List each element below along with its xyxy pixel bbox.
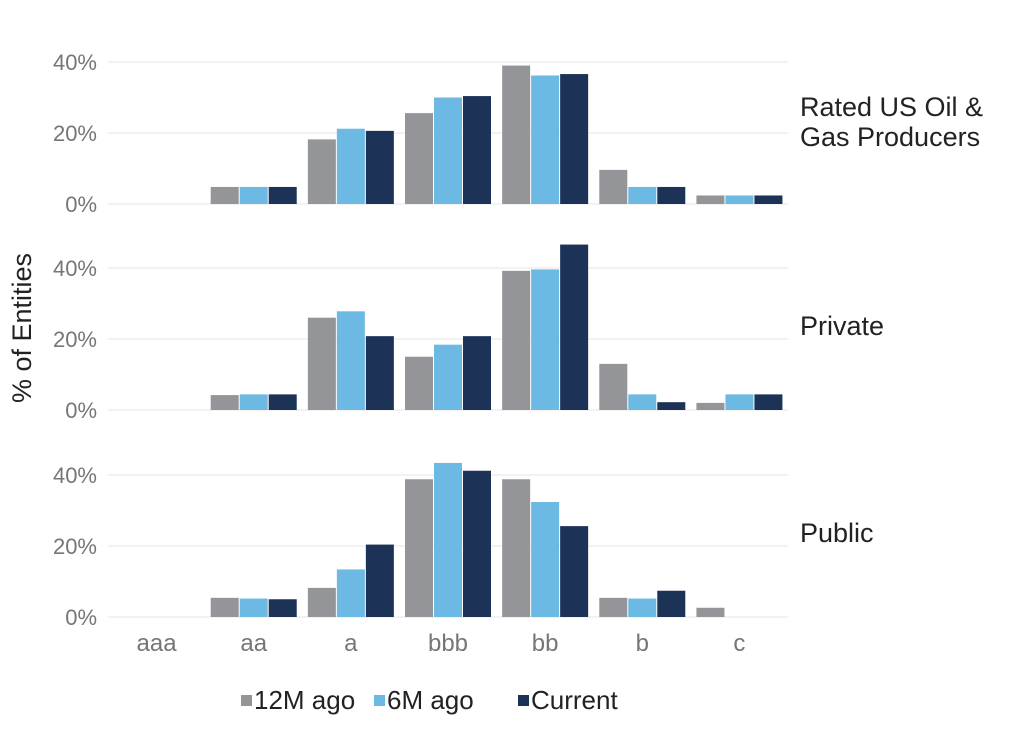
x-tick-label: bbb	[428, 630, 468, 657]
y-tick-label: 0%	[65, 605, 97, 630]
bar-bbb-current	[463, 470, 491, 617]
bar-bb-12m-ago	[502, 479, 531, 617]
x-tick-label: b	[636, 630, 649, 657]
panel-label: Private	[800, 311, 884, 341]
panel-label-line: Rated US Oil &	[800, 92, 983, 122]
bar-bb-12m-ago	[502, 65, 531, 204]
chart-panels: 0% 20% 40% Rated US Oil & Gas Producers 0% 20%…	[53, 50, 983, 630]
bar-aa-current	[268, 186, 297, 204]
bar-b-6m-ago	[628, 394, 657, 410]
y-tick-label: 0%	[65, 398, 97, 423]
bar-b-12m-ago	[599, 597, 628, 617]
legend-item: 12M ago	[241, 685, 355, 715]
bar-bb-6m-ago	[531, 269, 560, 410]
bar-bbb-12m-ago	[405, 479, 433, 617]
panel-2: 0% 20% 40% Public	[53, 462, 874, 630]
panel-label: Public	[800, 518, 874, 548]
x-tick-label: c	[733, 630, 745, 657]
bar-aa-12m-ago	[210, 395, 239, 410]
bar-c-6m-ago	[725, 394, 754, 410]
bar-bbb-6m-ago	[434, 344, 462, 410]
legend-label: Current	[531, 685, 618, 715]
x-tick-label: a	[344, 630, 358, 657]
y-tick-label: 40%	[53, 463, 97, 488]
y-tick-label: 0%	[65, 192, 97, 217]
legend-swatch	[374, 695, 385, 706]
bar-a-6m-ago	[336, 311, 365, 410]
legend-swatch	[518, 695, 529, 706]
bar-a-6m-ago	[336, 569, 365, 617]
bar-b-6m-ago	[628, 598, 657, 617]
bar-a-current	[365, 336, 394, 410]
bar-aa-12m-ago	[210, 186, 239, 204]
legend-label: 12M ago	[254, 685, 355, 715]
bar-bbb-12m-ago	[405, 113, 433, 204]
y-tick-label: 20%	[53, 327, 97, 352]
bar-c-12m-ago	[696, 607, 725, 617]
bar-c-12m-ago	[696, 195, 725, 204]
bar-a-12m-ago	[307, 317, 336, 410]
bar-bb-current	[560, 74, 589, 204]
bar-b-current	[657, 590, 686, 617]
bar-bbb-current	[463, 96, 491, 204]
panel-label: Rated US Oil & Gas Producers	[800, 92, 983, 152]
y-tick-label: 20%	[53, 121, 97, 146]
bar-aa-current	[268, 394, 297, 410]
y-tick-label: 40%	[53, 256, 97, 281]
bar-a-current	[365, 130, 394, 204]
x-tick-label: bb	[532, 630, 559, 657]
legend-item: Current	[518, 685, 618, 715]
bar-bb-current	[560, 526, 589, 617]
bar-c-current	[754, 394, 783, 410]
bar-bbb-6m-ago	[434, 97, 462, 204]
x-tick-label: aaa	[137, 630, 178, 657]
bar-aa-6m-ago	[239, 186, 268, 204]
bar-bbb-current	[463, 336, 491, 410]
bar-c-6m-ago	[725, 195, 754, 204]
panel-1: 0% 20% 40% Private	[53, 244, 884, 423]
panel-label-line: Public	[800, 518, 874, 548]
panel-label-line: Gas Producers	[800, 122, 980, 152]
bar-bb-6m-ago	[531, 75, 560, 205]
legend-label: 6M ago	[387, 685, 474, 715]
bar-b-6m-ago	[628, 186, 657, 204]
bar-bbb-6m-ago	[434, 462, 462, 617]
bar-aa-6m-ago	[239, 598, 268, 617]
y-axis-label: % of Entities	[7, 253, 37, 403]
bar-a-6m-ago	[336, 128, 365, 204]
x-tick-label: aa	[240, 630, 267, 657]
bar-b-current	[657, 186, 686, 204]
bar-a-12m-ago	[307, 587, 336, 617]
bar-b-12m-ago	[599, 363, 628, 410]
bar-c-current	[754, 195, 783, 204]
y-tick-label: 40%	[53, 50, 97, 75]
bar-c-12m-ago	[696, 402, 725, 410]
bar-bb-12m-ago	[502, 270, 531, 410]
bar-bb-6m-ago	[531, 501, 560, 617]
bar-b-12m-ago	[599, 169, 628, 204]
bar-bb-current	[560, 244, 589, 410]
x-axis: aaa aa a bbb bb b c	[137, 630, 746, 657]
legend-swatch	[241, 695, 252, 706]
bar-a-current	[365, 544, 394, 617]
panel-0: 0% 20% 40% Rated US Oil & Gas Producers	[53, 50, 983, 217]
bar-bbb-12m-ago	[405, 356, 433, 410]
panel-label-line: Private	[800, 311, 884, 341]
bar-aa-current	[268, 599, 297, 617]
bar-a-12m-ago	[307, 139, 336, 204]
bar-aa-12m-ago	[210, 597, 239, 617]
legend-item: 6M ago	[374, 685, 474, 715]
y-tick-label: 20%	[53, 534, 97, 559]
bar-aa-6m-ago	[239, 394, 268, 410]
bar-b-current	[657, 402, 686, 410]
legend: 12M ago 6M ago Current	[241, 685, 618, 715]
